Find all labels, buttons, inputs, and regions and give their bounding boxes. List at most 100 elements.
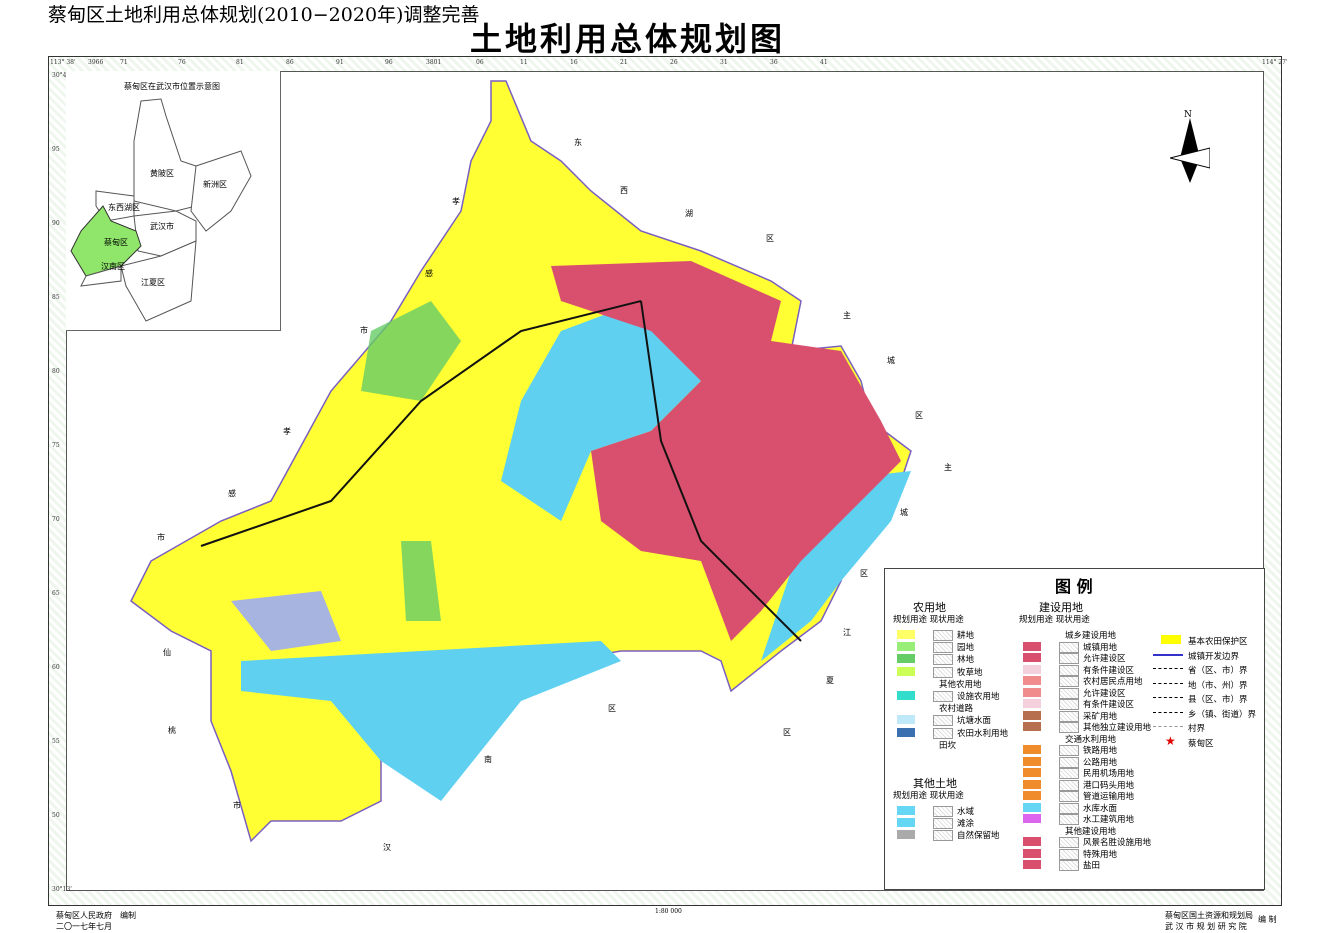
legend-pattern-swatch [1059, 768, 1079, 779]
legend-item-label: 水工建筑用地 [1083, 815, 1135, 825]
top-tick-label: 96 [385, 59, 393, 66]
legend-swatch [1023, 779, 1041, 789]
legend-line-symbol [1153, 682, 1183, 684]
legend-item-label: 允许建设区 [1083, 688, 1126, 699]
legend-pattern-swatch [1059, 848, 1079, 860]
legend-line-symbol [1153, 711, 1183, 713]
place-label: 孝 [283, 427, 291, 436]
legend-pattern-swatch [933, 830, 953, 841]
top-tick-label: 3801 [426, 59, 442, 66]
place-label: 区 [783, 728, 791, 737]
legend-pattern-swatch [1059, 687, 1079, 699]
legend-item-label: 省（区、市）界 [1188, 666, 1248, 676]
legend-line-symbol [1153, 726, 1183, 727]
footer-publisher: 蔡甸区人民政府 编制 [56, 911, 136, 920]
legend-column-header: 规划用途 现状用途 [893, 615, 964, 625]
legend-item-label: 基本农田保护区 [1188, 637, 1248, 647]
legend-item-label: 滩涂 [957, 819, 975, 829]
legend-heading: 其他土地 [913, 777, 957, 790]
railway [200, 300, 642, 547]
place-label: 南 [484, 755, 492, 764]
legend-item-label: 港口码头用地 [1083, 780, 1135, 791]
top-tick-label: 114° 27' [1262, 59, 1288, 66]
left-tick-label: 85 [52, 294, 60, 301]
place-label: 汉 [383, 843, 391, 852]
place-label: 主 [843, 311, 851, 320]
legend-line-symbol [1153, 697, 1183, 698]
legend-pattern-swatch [1059, 779, 1079, 791]
legend-swatch [1023, 676, 1041, 685]
legend-pattern-swatch [933, 642, 953, 654]
top-tick-label: 16 [570, 59, 578, 66]
legend-pattern-swatch [933, 666, 953, 678]
north-label: N [1184, 110, 1192, 120]
legend-subheading: 交通水利用地 [1065, 734, 1117, 745]
legend: 图 例农用地 规划用途 现状用途 耕地 园地 林地 牧草地 其他农用地 设施农用地 农村道路 坑塘… [884, 568, 1265, 890]
left-tick-label: 80 [52, 368, 60, 375]
legend-item-label: 城镇开发边界 [1188, 651, 1240, 662]
top-tick-label: 41 [820, 59, 828, 66]
place-label: 市 [157, 533, 165, 542]
legend-item-label: 民用机场用地 [1083, 769, 1135, 779]
urban-area [551, 261, 901, 641]
legend-swatch [1023, 802, 1041, 812]
map-scale: 1:80 000 [655, 908, 682, 915]
legend-pattern-swatch [933, 727, 953, 739]
legend-pattern-swatch [1059, 653, 1079, 664]
railway [640, 300, 802, 642]
top-tick-label: 31 [720, 59, 728, 66]
legend-item-label: 水域 [957, 807, 975, 817]
footer-org1: 蔡甸区国土资源和规划局 [1165, 911, 1253, 920]
legend-swatch [897, 630, 915, 639]
legend-swatch [1023, 756, 1041, 766]
left-tick-label: 30°13' [52, 886, 72, 893]
legend-item-label: 盐田 [1083, 861, 1101, 871]
legend-line-symbol [1153, 668, 1183, 669]
legend-item-label: 特殊用地 [1083, 849, 1118, 860]
top-tick-label: 36 [770, 59, 778, 66]
legend-swatch [897, 830, 915, 839]
map-title: 土地利用总体规划图 [470, 20, 786, 58]
forest-area [401, 541, 441, 621]
legend-item-label: 蔡甸区 [1188, 738, 1214, 749]
legend-swatch [897, 806, 915, 815]
place-label: 感 [425, 269, 433, 278]
legend-swatch [1023, 722, 1041, 731]
reservoir-area [231, 591, 341, 651]
place-label: 孝 [452, 197, 460, 206]
legend-swatch [897, 818, 915, 827]
legend-swatch [1023, 791, 1041, 800]
legend-item-label: 管道运输用地 [1083, 792, 1135, 802]
legend-swatch [1023, 745, 1041, 754]
place-label: 夏 [826, 676, 834, 685]
left-tick-label: 60 [52, 664, 60, 671]
legend-swatch [1023, 768, 1041, 777]
legend-heading: 建设用地 [1039, 601, 1083, 614]
legend-subheading: 城乡建设用地 [1065, 631, 1117, 641]
legend-item-label: 采矿用地 [1083, 711, 1118, 722]
legend-pattern-swatch [1059, 791, 1079, 802]
place-label: 仙 [163, 648, 171, 657]
star-icon: ★ [1165, 733, 1176, 748]
legend-item-label: 风景名胜设施用地 [1083, 838, 1152, 848]
legend-subheading: 田坎 [939, 740, 957, 751]
legend-item-label: 铁路用地 [1083, 746, 1118, 756]
left-tick-label: 30°42' [52, 72, 72, 79]
legend-swatch [1161, 635, 1181, 644]
legend-pattern-swatch [1059, 837, 1079, 848]
legend-item-label: 村界 [1188, 724, 1206, 734]
left-tick-label: 75 [52, 442, 60, 449]
legend-swatch [1023, 710, 1041, 720]
district-map [130, 80, 912, 843]
legend-item-label: 有条件建设区 [1083, 665, 1135, 676]
legend-pattern-swatch [933, 806, 953, 817]
inset-label: 武汉市 [150, 222, 174, 231]
legend-item-label: 农村居民点用地 [1083, 677, 1143, 687]
forest-area [361, 301, 461, 401]
legend-item-label: 其他独立建设用地 [1083, 723, 1152, 733]
legend-item-label: 农田水利用地 [957, 728, 1009, 739]
legend-pattern-swatch [1059, 745, 1079, 756]
legend-item-label: 耕地 [957, 631, 975, 641]
footer-date: 二〇一七年七月 [56, 922, 112, 931]
legend-pattern-swatch [933, 691, 953, 702]
